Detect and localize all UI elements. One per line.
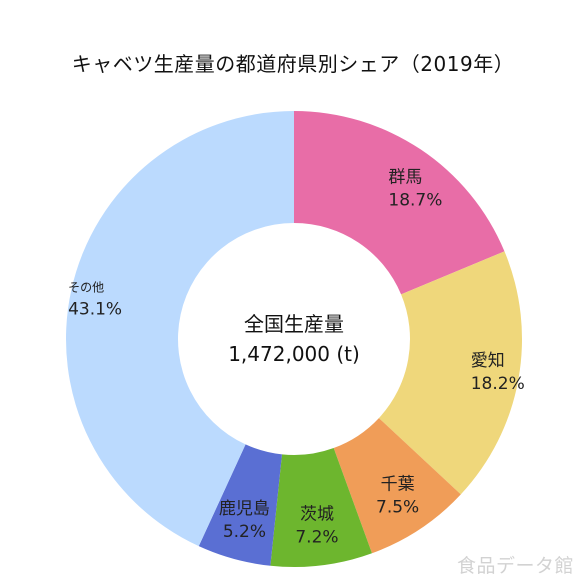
slice-percent-label-0: 18.7% <box>388 190 442 210</box>
slice-name-label-1: 愛知 <box>471 351 505 371</box>
labels-layer: 群馬 18.7% 愛知 18.2% 千葉 7.5% 茨城 7.2% 鹿児島 5.2% その他 43.1… <box>68 167 525 547</box>
center-label: 全国生産量 <box>244 312 344 336</box>
slice-1 <box>378 251 522 495</box>
slice-0 <box>294 111 505 295</box>
center-value: 1,472,000 (t) <box>228 342 360 366</box>
slice-name-label-2: 千葉 <box>381 474 415 494</box>
slices-layer <box>65 111 522 567</box>
slice-percent-label-1: 18.2% <box>471 374 525 394</box>
slice-3 <box>270 448 372 567</box>
slice-name-label-3: 茨城 <box>300 504 334 524</box>
slice-name-label-5: その他 <box>68 280 104 294</box>
slice-percent-label-2: 7.5% <box>376 497 419 517</box>
slice-2 <box>333 418 461 554</box>
slice-4 <box>198 444 282 566</box>
slice-percent-label-5: 43.1% <box>68 299 122 319</box>
chart-title: キャベツ生産量の都道府県別シェア（2019年） <box>71 52 515 76</box>
slice-name-label-0: 群馬 <box>388 167 422 187</box>
slice-percent-label-3: 7.2% <box>295 527 338 547</box>
watermark: 食品データ館 <box>456 555 574 577</box>
slice-5 <box>65 111 294 547</box>
slice-percent-label-4: 5.2% <box>223 522 266 542</box>
slice-name-label-4: 鹿児島 <box>219 499 270 519</box>
